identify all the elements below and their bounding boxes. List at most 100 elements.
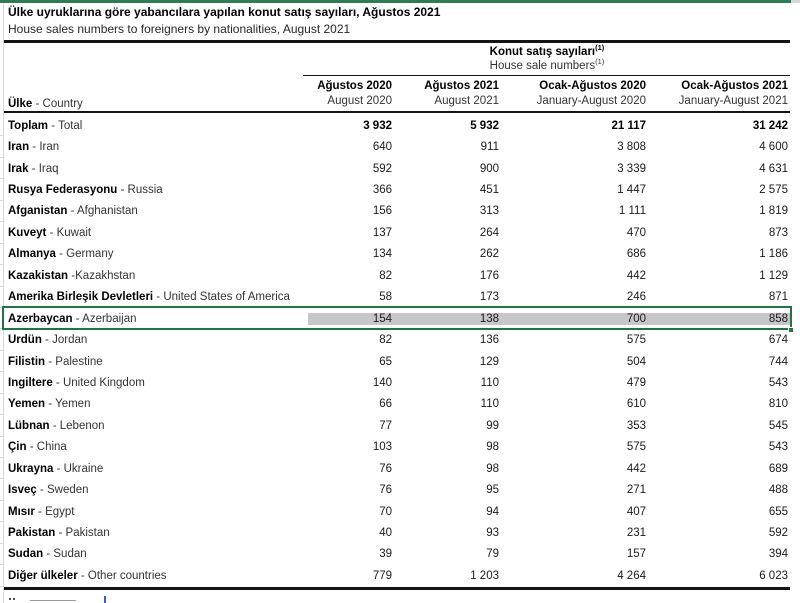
value-cell-aug2020[interactable]: 66 bbox=[379, 398, 392, 411]
value-cell-aug2021[interactable]: 264 bbox=[479, 226, 499, 239]
selection-fill-handle[interactable] bbox=[788, 327, 794, 334]
value-cell-janaug2021[interactable]: 1 819 bbox=[759, 205, 788, 218]
country-cell[interactable]: İran - Iran bbox=[4, 141, 308, 153]
value-cell-janaug2020[interactable]: 4 264 bbox=[617, 569, 646, 582]
value-cell-janaug2020[interactable]: 442 bbox=[626, 269, 646, 282]
table-row[interactable]: İran - Iran 640 911 3 808 4 600 bbox=[0, 136, 790, 159]
value-cell-janaug2020[interactable]: 231 bbox=[626, 527, 646, 540]
table-row[interactable]: Almanya - Germany 134 262 686 1 186 bbox=[0, 243, 790, 266]
value-cell-aug2021[interactable]: 99 bbox=[486, 419, 499, 432]
table-row[interactable]: Irak - Iraq 592 900 3 339 4 631 bbox=[0, 157, 790, 180]
value-cell-aug2020[interactable]: 76 bbox=[379, 484, 392, 497]
value-cell-aug2020[interactable]: 154 bbox=[308, 312, 394, 325]
value-cell-janaug2020[interactable]: 271 bbox=[626, 484, 646, 497]
value-cell-janaug2020[interactable]: 470 bbox=[626, 226, 646, 239]
country-cell[interactable]: Filistin - Palestine bbox=[4, 356, 308, 368]
table-row[interactable]: Afganistan - Afghanistan 156 313 1 111 1… bbox=[0, 200, 790, 223]
value-cell-aug2020[interactable]: 77 bbox=[379, 419, 392, 432]
value-cell-janaug2020[interactable]: 504 bbox=[626, 355, 646, 368]
value-cell-aug2021[interactable]: 93 bbox=[486, 527, 499, 540]
value-cell-janaug2020[interactable]: 1 447 bbox=[617, 184, 646, 197]
value-cell-janaug2020[interactable]: 442 bbox=[626, 462, 646, 475]
value-cell-aug2021[interactable]: 98 bbox=[486, 441, 499, 454]
value-cell-janaug2021[interactable]: 31 242 bbox=[752, 119, 788, 132]
table-row[interactable]: İsveç - Sweden 76 95 271 488 bbox=[0, 479, 790, 502]
country-cell[interactable]: Sudan - Sudan bbox=[4, 548, 308, 560]
value-cell-aug2020[interactable]: 70 bbox=[379, 505, 392, 518]
country-cell[interactable]: Ürdün - Jordan bbox=[4, 334, 308, 346]
value-cell-janaug2021[interactable]: 873 bbox=[768, 226, 788, 239]
page-title-english[interactable]: House sales numbers to foreigners by nat… bbox=[8, 22, 351, 36]
value-cell-aug2020[interactable]: 76 bbox=[379, 462, 392, 475]
value-cell-janaug2020[interactable]: 3 808 bbox=[617, 141, 646, 154]
value-cell-aug2020[interactable]: 137 bbox=[372, 226, 392, 239]
value-cell-aug2020[interactable]: 58 bbox=[379, 291, 392, 304]
value-cell-aug2020[interactable]: 140 bbox=[372, 376, 392, 389]
value-cell-aug2021[interactable]: 176 bbox=[479, 269, 499, 282]
country-cell[interactable]: Almanya - Germany bbox=[4, 248, 308, 260]
value-cell-janaug2021[interactable]: 655 bbox=[768, 505, 788, 518]
table-row[interactable]: Azerbaycan - Azerbaijan 154 138 700 858 bbox=[0, 305, 794, 334]
table-row[interactable]: İngiltere - United Kingdom 140 110 479 5… bbox=[0, 372, 790, 395]
value-cell-janaug2020[interactable]: 479 bbox=[626, 376, 646, 389]
value-cell-aug2021[interactable]: 95 bbox=[486, 484, 499, 497]
country-cell[interactable]: Pakistan - Pakistan bbox=[4, 527, 308, 539]
table-row[interactable]: Diğer ülkeler - Other countries 779 1 20… bbox=[0, 565, 790, 588]
value-cell-janaug2020[interactable]: 686 bbox=[626, 248, 646, 261]
value-cell-janaug2020[interactable]: 575 bbox=[626, 334, 646, 347]
value-cell-janaug2021[interactable]: 810 bbox=[768, 398, 788, 411]
value-cell-janaug2021[interactable]: 543 bbox=[768, 376, 788, 389]
column-header-aug2021[interactable]: Ağustos 2021 August 2021 bbox=[394, 78, 501, 108]
value-cell-janaug2021[interactable]: 871 bbox=[768, 291, 788, 304]
value-cell-aug2020[interactable]: 592 bbox=[372, 162, 392, 175]
value-cell-janaug2021[interactable]: 4 600 bbox=[759, 141, 788, 154]
value-cell-aug2021[interactable]: 129 bbox=[479, 355, 499, 368]
value-cell-janaug2020[interactable]: 21 117 bbox=[611, 119, 646, 132]
country-cell[interactable]: Kuveyt - Kuwait bbox=[4, 227, 308, 239]
table-row[interactable]: Sudan - Sudan 39 79 157 394 bbox=[0, 543, 790, 566]
group-header-english[interactable]: House sale numbers(1) bbox=[304, 58, 790, 72]
value-cell-aug2020[interactable]: 82 bbox=[379, 334, 392, 347]
value-cell-aug2021[interactable]: 173 bbox=[479, 291, 499, 304]
value-cell-janaug2020[interactable]: 3 339 bbox=[617, 162, 646, 175]
value-cell-janaug2021[interactable]: 6 023 bbox=[759, 569, 788, 582]
value-cell-janaug2020[interactable]: 246 bbox=[626, 291, 646, 304]
value-cell-janaug2021[interactable]: 1 129 bbox=[759, 269, 788, 282]
country-cell[interactable]: Toplam - Total bbox=[4, 120, 308, 132]
value-cell-janaug2021[interactable]: 592 bbox=[768, 527, 788, 540]
value-cell-aug2020[interactable]: 103 bbox=[372, 441, 392, 454]
value-cell-janaug2020[interactable]: 1 111 bbox=[618, 205, 646, 218]
value-cell-aug2020[interactable]: 134 bbox=[372, 248, 392, 261]
table-row[interactable]: Yemen - Yemen 66 110 610 810 bbox=[0, 393, 790, 416]
value-cell-janaug2021[interactable]: 689 bbox=[768, 462, 788, 475]
table-row[interactable]: Kuveyt - Kuwait 137 264 470 873 bbox=[0, 222, 790, 245]
value-cell-aug2021[interactable]: 313 bbox=[479, 205, 499, 218]
value-cell-aug2021[interactable]: 138 bbox=[394, 312, 501, 325]
table-row[interactable]: Çin - China 103 98 575 543 bbox=[0, 436, 790, 459]
value-cell-janaug2021[interactable]: 488 bbox=[768, 484, 788, 497]
country-cell[interactable]: Çin - China bbox=[4, 441, 308, 453]
country-cell[interactable]: İsveç - Sweden bbox=[4, 484, 308, 496]
value-cell-aug2021[interactable]: 911 bbox=[480, 141, 499, 154]
country-cell[interactable]: Yemen - Yemen bbox=[4, 398, 308, 410]
value-cell-aug2020[interactable]: 779 bbox=[372, 569, 392, 582]
country-cell[interactable]: Afganistan - Afghanistan bbox=[4, 205, 308, 217]
value-cell-aug2021[interactable]: 1 203 bbox=[470, 569, 499, 582]
table-row[interactable]: Ukrayna - Ukraine 76 98 442 689 bbox=[0, 458, 790, 480]
column-header-aug2020[interactable]: Ağustos 2020 August 2020 bbox=[308, 78, 394, 108]
country-cell[interactable]: Azerbaycan - Azerbaijan bbox=[4, 313, 308, 325]
value-cell-aug2020[interactable]: 640 bbox=[372, 141, 392, 154]
value-cell-janaug2020[interactable]: 157 bbox=[626, 548, 646, 561]
country-cell[interactable]: Rusya Federasyonu - Russia bbox=[4, 184, 308, 196]
value-cell-aug2021[interactable]: 451 bbox=[479, 184, 499, 197]
value-cell-janaug2021[interactable]: 4 631 bbox=[759, 162, 788, 175]
value-cell-aug2020[interactable]: 40 bbox=[379, 527, 392, 540]
table-row[interactable]: Ürdün - Jordan 82 136 575 674 bbox=[0, 329, 790, 352]
value-cell-janaug2020[interactable]: 700 bbox=[501, 312, 648, 325]
value-cell-janaug2021[interactable]: 744 bbox=[768, 355, 788, 368]
value-cell-aug2020[interactable]: 65 bbox=[379, 355, 392, 368]
value-cell-aug2020[interactable]: 366 bbox=[372, 184, 392, 197]
value-cell-aug2021[interactable]: 110 bbox=[480, 398, 499, 411]
value-cell-aug2021[interactable]: 94 bbox=[486, 505, 499, 518]
country-cell[interactable]: Irak - Iraq bbox=[4, 163, 308, 175]
